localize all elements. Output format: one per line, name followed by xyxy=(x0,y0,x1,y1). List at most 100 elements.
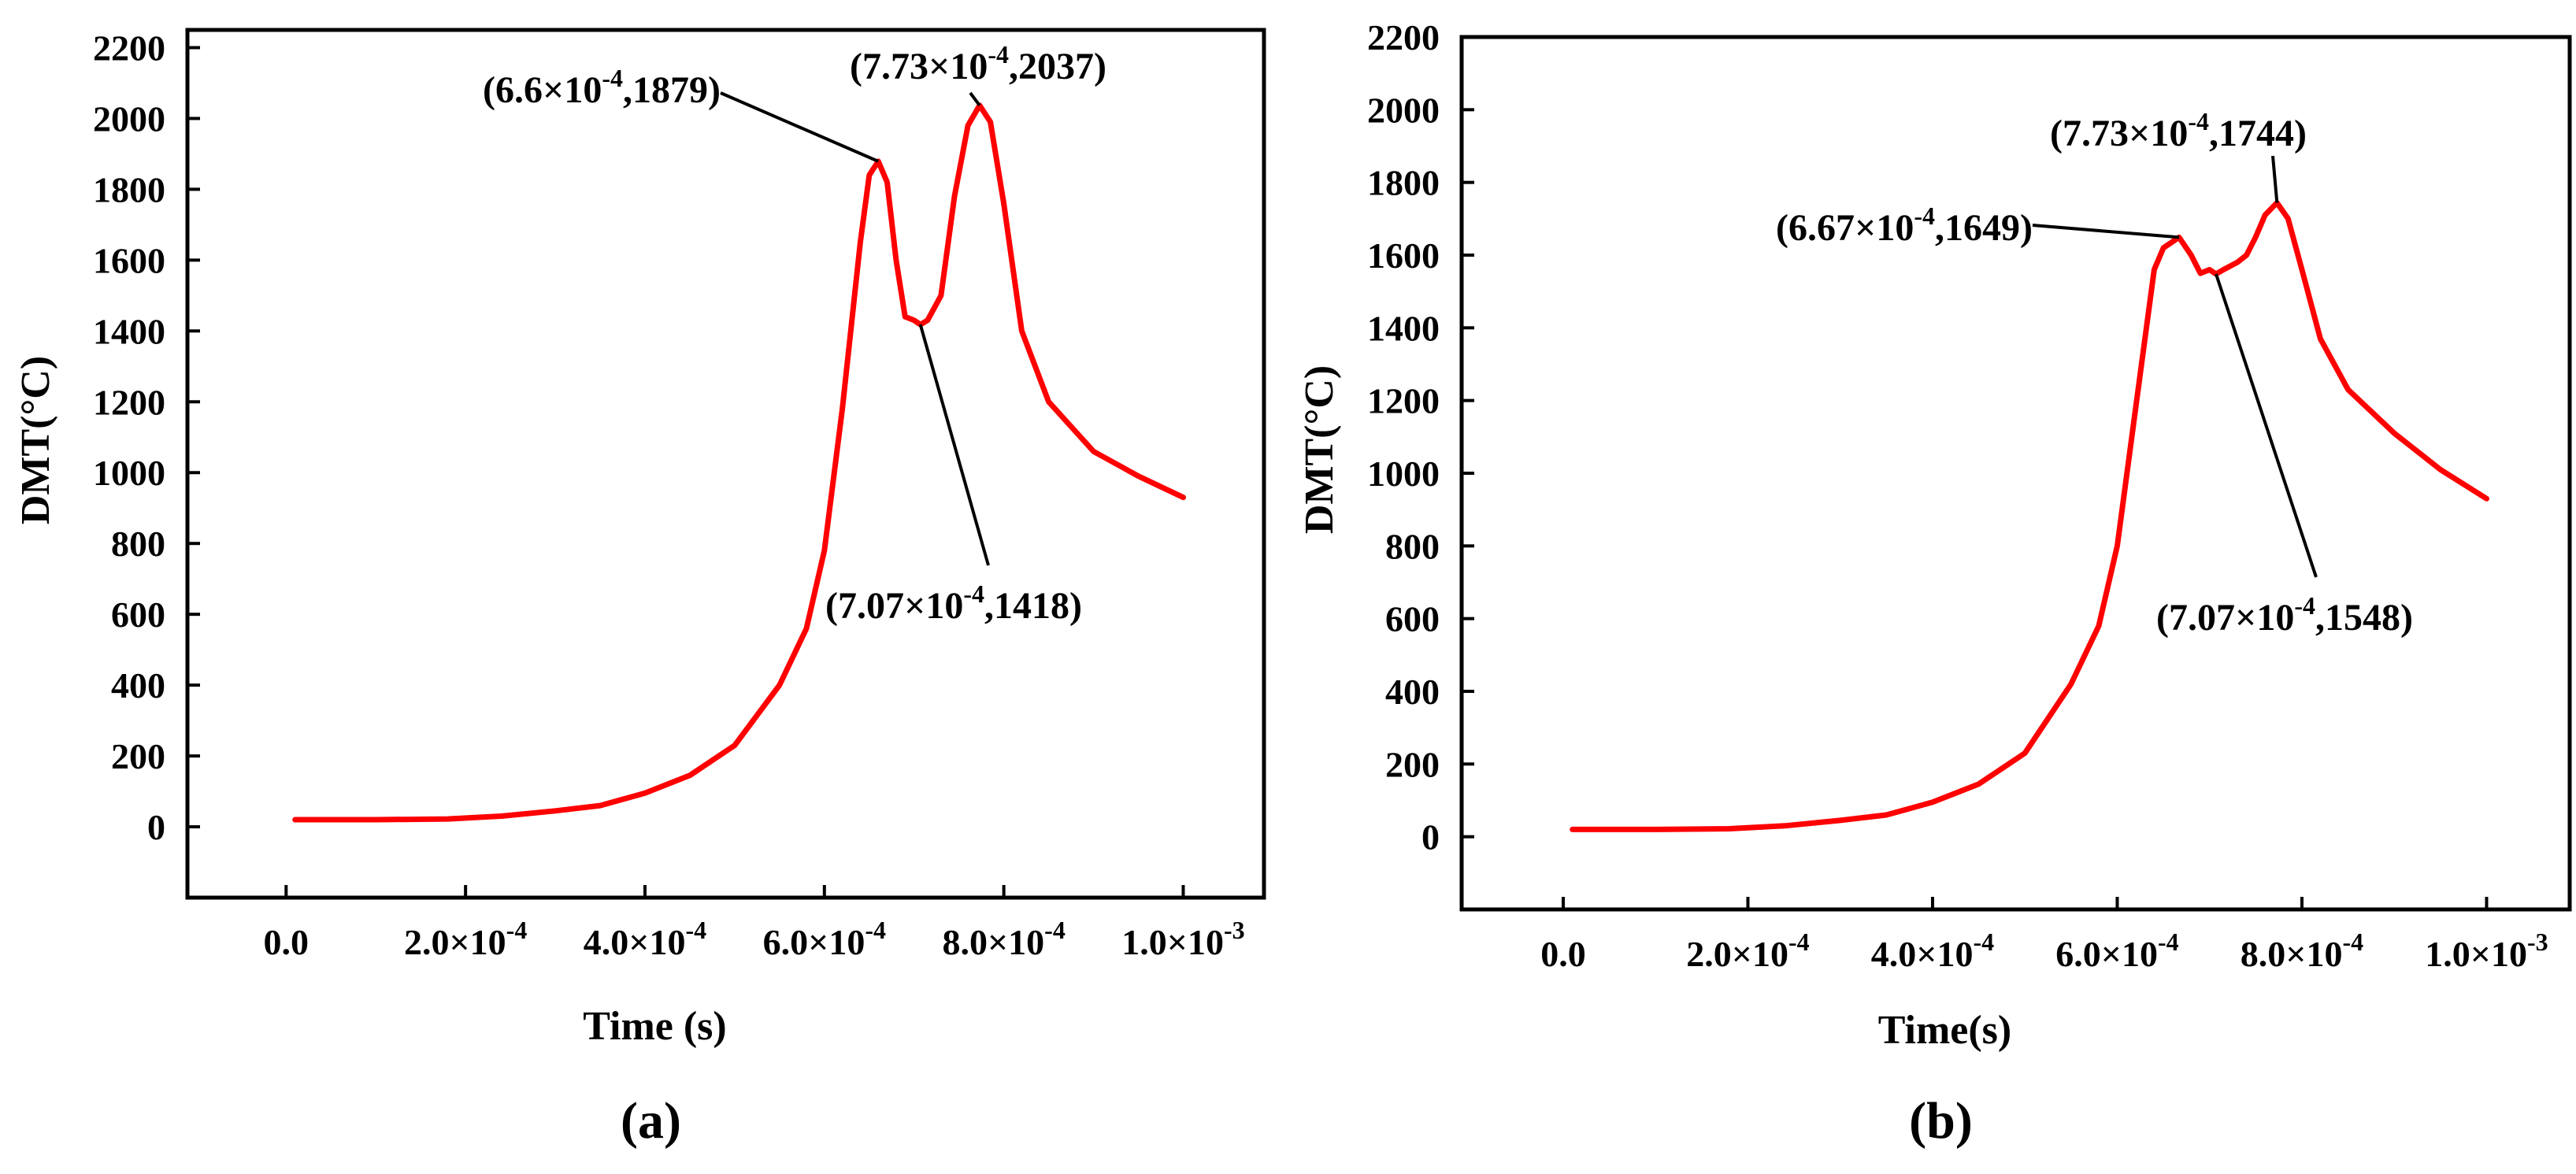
x-tick-label-mantissa: 6.0×10 xyxy=(763,922,865,962)
annotation-label-mantissa: (7.07×10 xyxy=(2156,597,2294,639)
y-axis-title: DMT(°C) xyxy=(1297,365,1342,534)
x-tick-label-mantissa: 1.0×10 xyxy=(1121,922,1224,962)
x-tick-label-exponent: -4 xyxy=(2343,928,2364,956)
y-tick-label: 200 xyxy=(1385,744,1440,784)
x-tick-label-exponent: -4 xyxy=(686,916,707,944)
x-tick-label-exponent: -4 xyxy=(1788,928,1810,956)
y-tick-label: 600 xyxy=(111,594,165,635)
annotation-label-exponent: -4 xyxy=(2294,591,2315,620)
y-tick-label: 200 xyxy=(111,736,165,776)
y-tick-label: 1600 xyxy=(1367,235,1440,276)
plot-frame xyxy=(185,28,1266,900)
x-tick-label: 4.0×10-4 xyxy=(584,916,706,962)
y-tick-label: 1600 xyxy=(93,240,165,280)
chart-a: 0 200 400 600 800 1000 1200 1400 1600 1800 2000 220… xyxy=(13,28,1266,1150)
annotation-label-mantissa: (6.6×10 xyxy=(483,69,602,111)
x-axis-title: Time (s) xyxy=(583,1004,726,1049)
x-tick-label: 0.0 xyxy=(264,922,309,962)
x-tick-label: 0.0 xyxy=(1540,934,1586,974)
x-tick-label-exponent: -4 xyxy=(1974,928,1995,956)
chart-panel-a: 0 200 400 600 800 1000 1200 1400 1600 1800 2000 220… xyxy=(13,28,1266,1150)
annotation-label: (7.73×10-4,1744) xyxy=(2050,107,2307,154)
annotation-label-exponent: -4 xyxy=(602,64,623,92)
x-tick-label: 4.0×10-4 xyxy=(1871,928,1994,974)
y-tick-label: 0 xyxy=(147,807,165,847)
x-tick-label-exponent: -3 xyxy=(2527,928,2548,956)
annotation-label: (7.73×10-4,2037) xyxy=(850,40,1106,87)
y-tick-label: 2200 xyxy=(93,28,165,68)
x-tick-label-exponent: -4 xyxy=(865,916,886,944)
annotation-label-exponent: -4 xyxy=(963,580,984,608)
x-tick-label-mantissa: 4.0×10 xyxy=(584,922,686,962)
panel-label: (a) xyxy=(621,1092,681,1150)
x-tick-label: 2.0×10-4 xyxy=(404,916,527,962)
x-tick-label: 6.0×10-4 xyxy=(763,916,886,962)
annotation-leader-line xyxy=(720,91,879,163)
annotation-label-mantissa: (7.07×10 xyxy=(825,585,963,627)
x-tick-label-mantissa: 0.0 xyxy=(1540,934,1586,974)
y-tick-label: 1800 xyxy=(93,169,165,209)
x-tick-label-mantissa: 1.0×10 xyxy=(2425,934,2527,974)
annotation-label: (7.07×10-4,1548) xyxy=(2156,591,2413,639)
x-tick-label: 1.0×10-3 xyxy=(2425,928,2548,974)
x-tick-label: 1.0×10-3 xyxy=(1121,916,1244,962)
x-tick-label-mantissa: 2.0×10 xyxy=(1686,934,1788,974)
annotation-label-suffix: ,1744) xyxy=(2209,113,2307,154)
annotation-leader-line xyxy=(918,324,990,566)
annotation-leader-line xyxy=(2032,224,2180,239)
y-tick-label: 400 xyxy=(111,665,165,706)
annotation-label-suffix: ,1548) xyxy=(2315,597,2413,639)
annotation-label: (6.67×10-4,1649) xyxy=(1776,202,2033,249)
x-tick-label-exponent: -4 xyxy=(1044,916,1066,944)
annotation-label-mantissa: (6.67×10 xyxy=(1776,207,1914,249)
chart-panel-b: 0 200 400 600 800 1000 1200 1400 1600 1800 2000 220… xyxy=(1288,0,2576,1174)
y-tick-label: 0 xyxy=(1421,817,1440,857)
y-axis-title: DMT(°C) xyxy=(13,356,58,524)
x-tick-label-mantissa: 0.0 xyxy=(264,922,309,962)
y-tick-label: 1000 xyxy=(93,453,165,493)
x-tick-label-exponent: -3 xyxy=(1224,916,1245,944)
plot-frame xyxy=(1459,35,2572,912)
panel-label: (b) xyxy=(1909,1092,1973,1150)
annotation-label-suffix: ,2037) xyxy=(1009,46,1106,87)
annotation-label-mantissa: (7.73×10 xyxy=(850,46,988,87)
chart-b: 0 200 400 600 800 1000 1200 1400 1600 1800 2000 220… xyxy=(1297,17,2572,1150)
y-tick-label: 1000 xyxy=(1367,454,1440,494)
series-line-dmt xyxy=(1570,200,2489,832)
annotation-label-mantissa: (7.73×10 xyxy=(2050,113,2188,154)
y-tick-label: 1400 xyxy=(93,311,165,351)
y-tick-label: 2000 xyxy=(93,98,165,139)
x-tick-label: 2.0×10-4 xyxy=(1686,928,1809,974)
annotation-label-suffix: ,1879) xyxy=(623,69,721,111)
x-tick-label-mantissa: 8.0×10 xyxy=(2241,934,2343,974)
y-tick-label: 2200 xyxy=(1367,17,1440,57)
x-axis-title: Time(s) xyxy=(1878,1008,2011,1053)
annotation-leader-line xyxy=(2271,155,2279,203)
x-tick-label-mantissa: 2.0×10 xyxy=(404,922,506,962)
y-tick-label: 1200 xyxy=(1367,381,1440,421)
annotation-label-suffix: ,1418) xyxy=(984,585,1082,627)
annotation-label-exponent: -4 xyxy=(988,40,1009,69)
annotation-label-exponent: -4 xyxy=(1914,202,1935,230)
series-line-dmt xyxy=(292,102,1186,823)
y-tick-label: 1200 xyxy=(93,382,165,422)
x-tick-label: 8.0×10-4 xyxy=(942,916,1065,962)
y-tick-label: 800 xyxy=(111,524,165,564)
y-tick-label: 600 xyxy=(1385,599,1440,639)
y-tick-label: 1800 xyxy=(1367,163,1440,203)
x-tick-label-mantissa: 6.0×10 xyxy=(2055,934,2158,974)
y-tick-label: 400 xyxy=(1385,672,1440,712)
x-tick-label: 8.0×10-4 xyxy=(2241,928,2363,974)
y-tick-label: 800 xyxy=(1385,526,1440,566)
y-tick-label: 2000 xyxy=(1367,90,1440,130)
annotation-leader-line xyxy=(969,91,981,107)
x-tick-label: 6.0×10-4 xyxy=(2055,928,2178,974)
annotation-label: (6.6×10-4,1879) xyxy=(483,64,721,111)
x-tick-label-exponent: -4 xyxy=(2158,928,2179,956)
annotation-label-suffix: ,1649) xyxy=(1935,207,2033,249)
x-tick-label-exponent: -4 xyxy=(506,916,528,944)
annotation-leader-line xyxy=(2215,273,2318,578)
y-tick-label: 1400 xyxy=(1367,308,1440,348)
annotation-label-exponent: -4 xyxy=(2188,107,2209,135)
x-tick-label-mantissa: 8.0×10 xyxy=(942,922,1044,962)
